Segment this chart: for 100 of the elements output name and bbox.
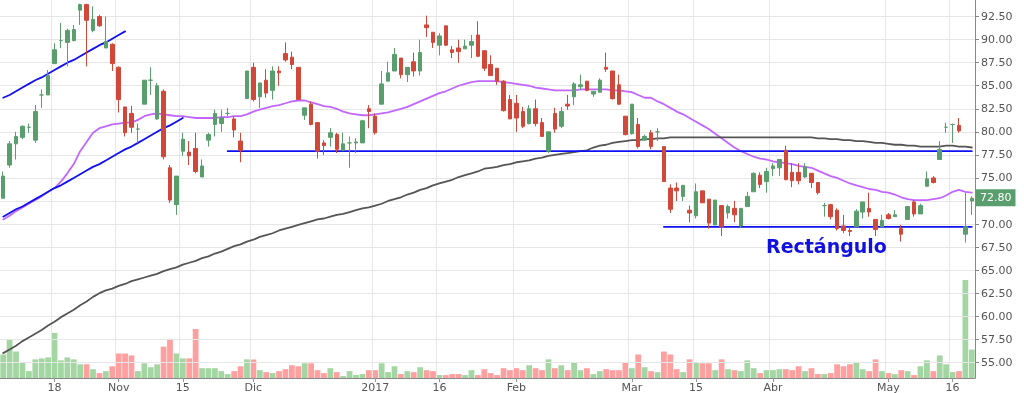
candlestick [809,172,814,189]
candlestick [123,106,127,137]
candlestick [219,109,224,133]
candlestick [642,134,647,142]
y-tick-label: 90.00 [981,33,1013,47]
candlestick [91,5,95,33]
bar [327,368,334,378]
y-tick-label: 77.50 [981,148,1013,162]
x-tick-label: Nov [107,381,130,393]
candlestick [527,104,531,125]
candlestick [52,42,57,65]
bar [641,367,648,378]
candlestick [687,205,692,223]
candlestick [700,190,705,204]
candlestick [732,200,737,223]
candlestick [104,16,108,49]
candlestick [777,159,782,177]
candlestick [161,88,166,160]
candlestick [578,74,583,90]
candlestick [950,123,955,144]
candlestick [456,39,461,64]
bar [256,370,263,378]
x-tick-label: Mar [621,381,643,393]
candlestick [713,199,717,226]
candlestick [341,132,345,152]
candlestick [540,117,544,137]
candlestick [918,203,923,215]
candlestick [335,132,339,154]
candlestick [367,104,371,129]
candlestick [148,66,153,96]
candlestick [822,202,827,218]
candlestick [463,39,467,50]
candlestick [315,122,320,160]
candlestick [970,195,974,216]
candlestick [835,207,839,231]
candlestick [751,171,756,193]
candlestick [354,137,358,154]
candlestick [193,132,198,174]
bar [90,369,96,378]
x-tick-label: 16 [432,381,447,393]
candlestick [886,212,891,220]
candlestick [373,112,377,136]
y-tick-label: 75.00 [981,171,1013,185]
y-tick-label: 70.00 [981,217,1013,231]
candlestick [476,20,480,58]
candlestick [726,204,730,219]
bar [898,370,905,378]
candlestick [283,41,288,63]
candlestick [431,31,435,49]
candlestick [129,105,134,134]
candlestick [1,170,5,199]
candlestick [206,132,211,148]
candlestick [322,139,326,156]
candlestick [418,39,422,77]
x-tick-label: 15 [175,381,190,393]
bar [410,372,417,378]
candlestick [444,25,448,47]
candlestick [604,52,608,73]
x-tick-label: 16 [945,381,960,393]
candlestick [245,70,249,100]
y-tick-label: 55.00 [981,355,1013,369]
bar [648,371,654,378]
candlestick [495,67,499,86]
bar [417,367,424,378]
candlestick [46,69,50,96]
bar [757,373,763,378]
annotation: Rectángulo [766,234,887,257]
candlestick [585,80,589,92]
candlestick [963,192,968,243]
bar [821,374,828,378]
y-tick-label: 60.00 [981,309,1013,323]
candlestick [386,61,390,82]
candlestick [937,140,942,160]
bar [564,370,571,378]
y-tick-label: 87.50 [981,56,1013,70]
candlestick [630,103,634,136]
candlestick [591,90,596,98]
bar [102,371,109,378]
candlestick [450,45,454,59]
candlestick [424,15,429,38]
candlestick [258,82,262,109]
candlestick [97,14,102,28]
candlestick [238,132,243,163]
y-tick-label: 62.50 [981,286,1013,300]
candlestick [880,214,884,228]
candlestick [739,207,743,229]
bar [269,373,276,378]
candlestick [251,62,256,102]
candlestick [296,66,301,101]
candlestick [681,184,685,202]
x-tick-label: 18 [47,381,62,393]
bar [398,374,404,378]
candlestick [501,79,506,113]
candlestick [816,182,820,196]
candlestick [707,198,711,230]
bar [263,372,270,378]
bar [911,375,917,378]
candlestick [399,57,403,79]
candlestick [405,66,410,83]
candlestick [873,218,878,237]
